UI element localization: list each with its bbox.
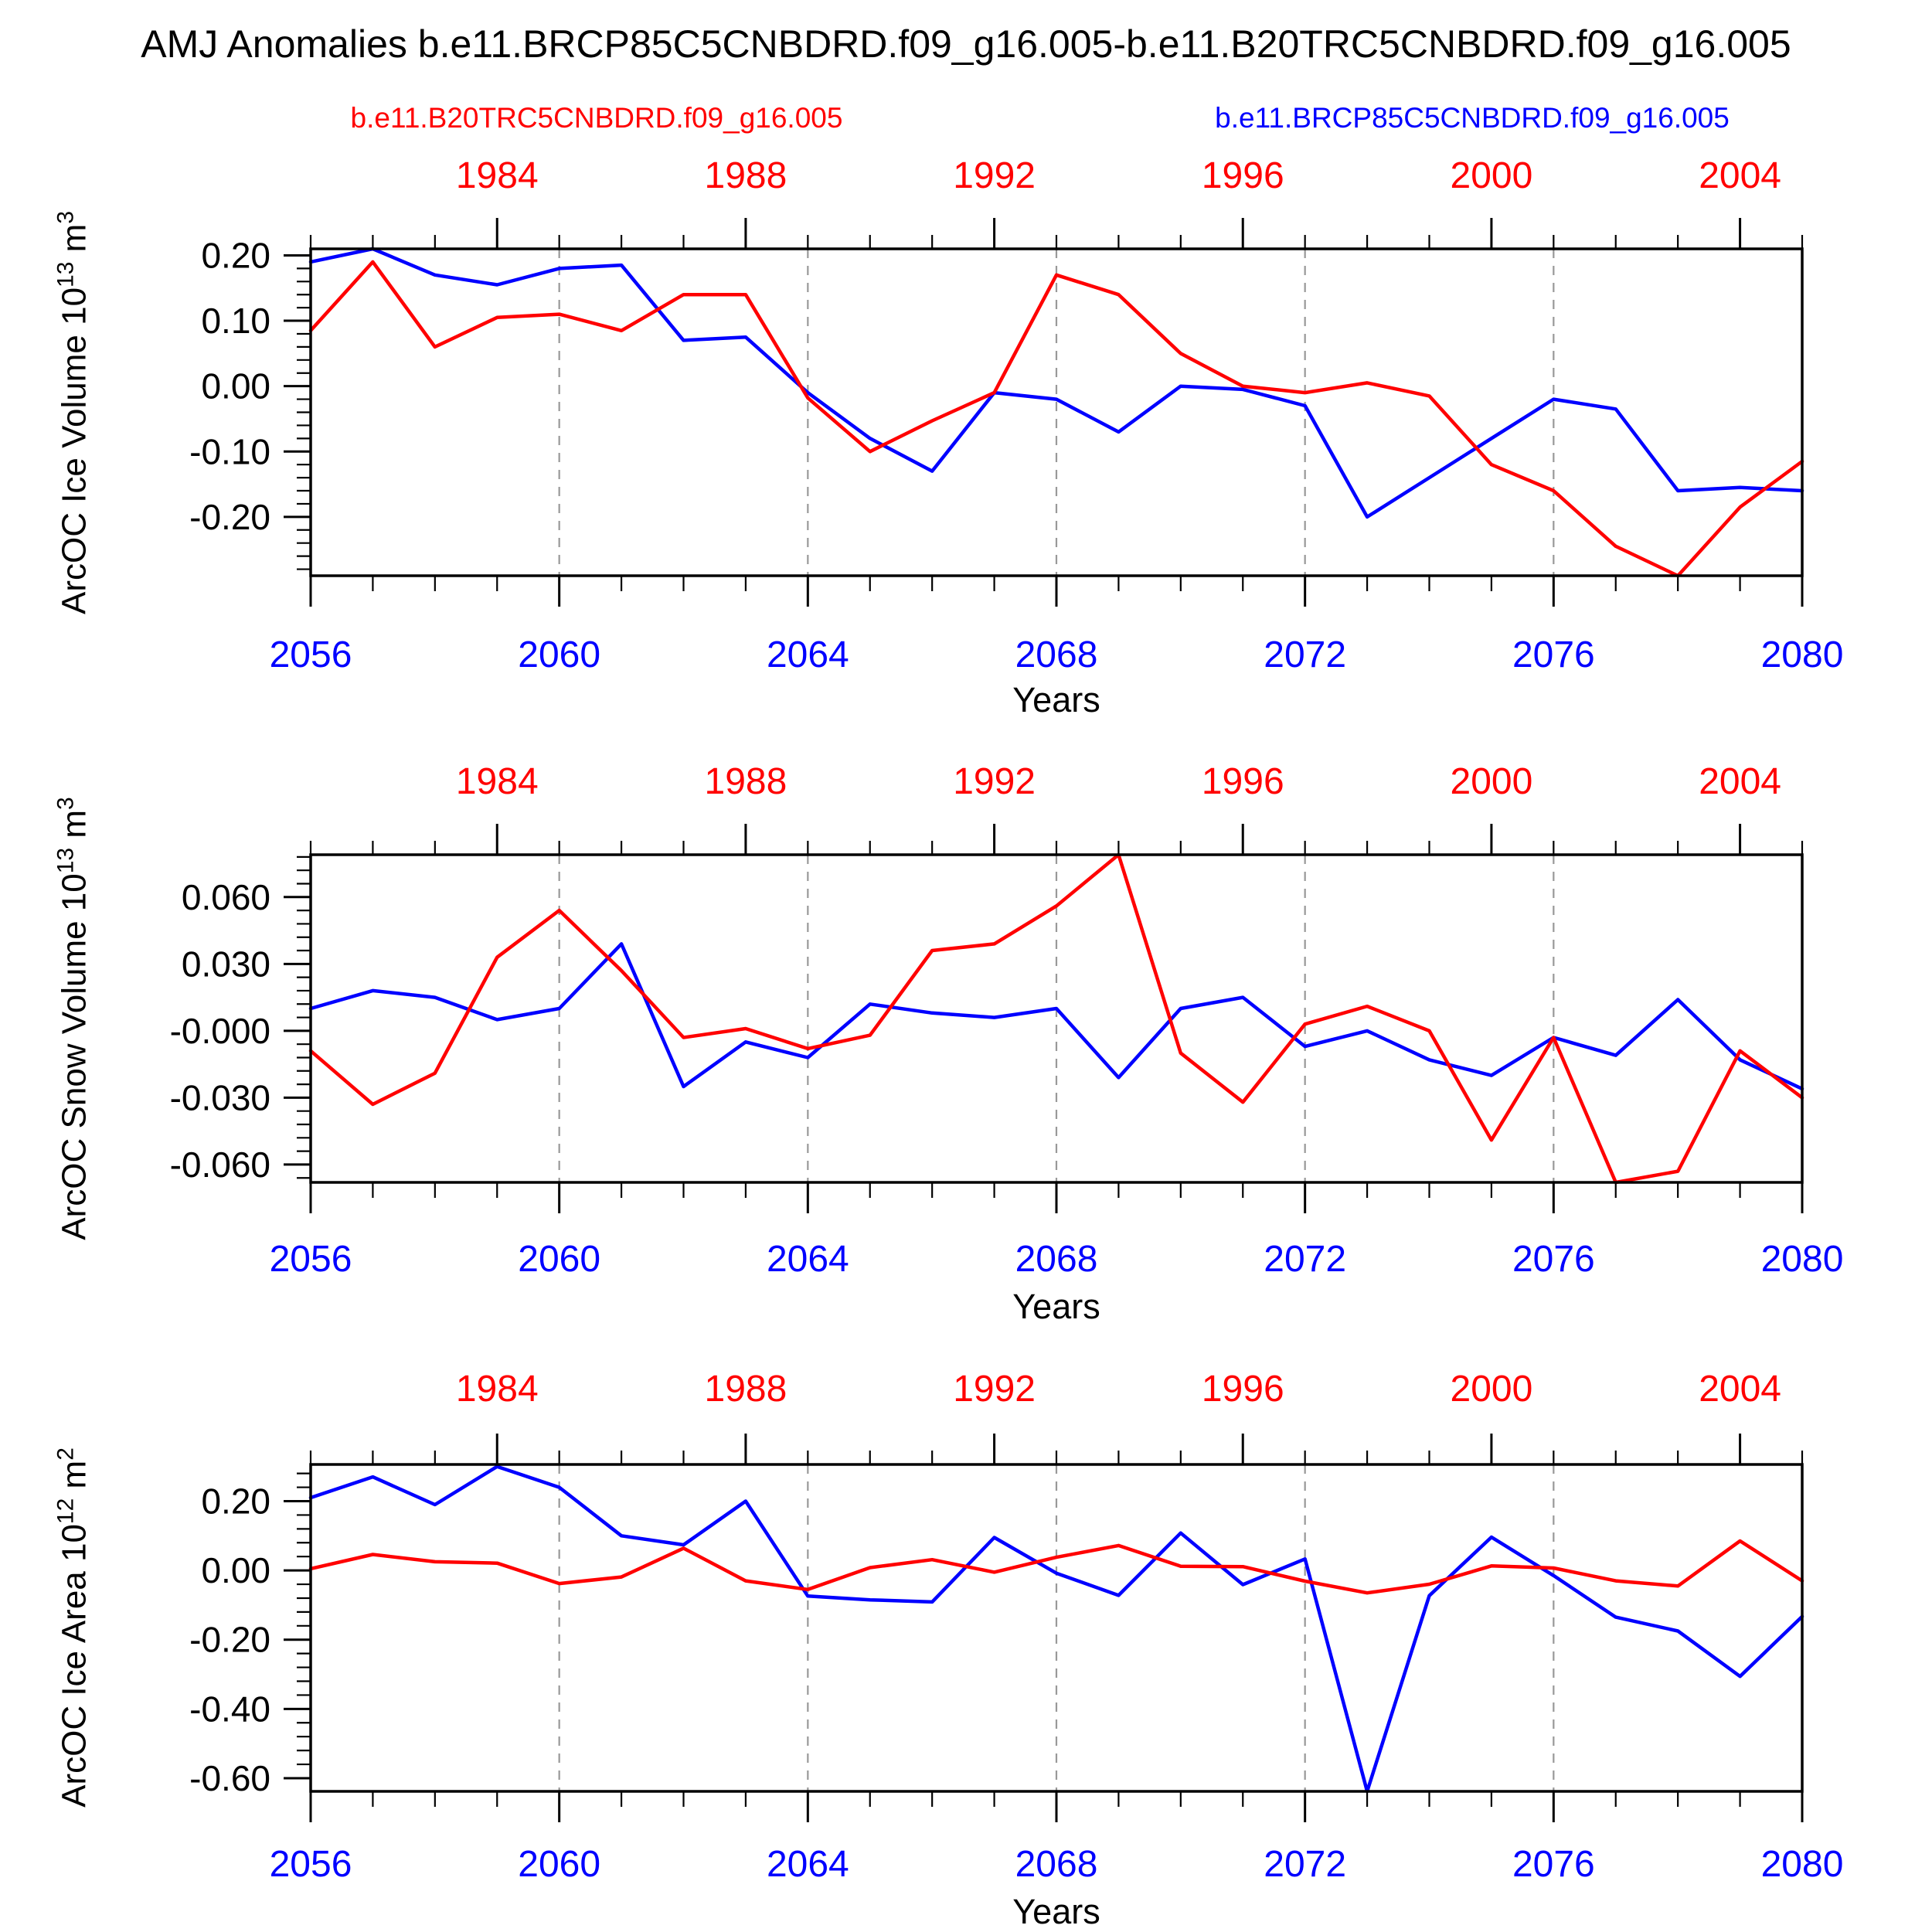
x-top-tick-label: 1984 <box>456 1369 539 1410</box>
x-bottom-tick-label: 2064 <box>767 1844 849 1885</box>
x-top-tick-label: 1984 <box>456 155 539 196</box>
x-bottom-tick-label: 2072 <box>1264 1844 1346 1885</box>
y-tick-label: -0.060 <box>170 1145 270 1185</box>
x-bottom-tick-label: 2064 <box>767 1239 849 1280</box>
x-axis-title-panel3: Years <box>1012 1892 1100 1931</box>
x-bottom-tick-label: 2076 <box>1512 1239 1595 1280</box>
x-bottom-tick-label: 2068 <box>1015 1844 1098 1885</box>
x-axis-title-panel2: Years <box>1012 1287 1100 1326</box>
red-series-line <box>308 852 1804 1185</box>
y-tick-label: -0.40 <box>189 1689 270 1729</box>
x-bottom-tick-label: 2076 <box>1512 1844 1595 1885</box>
x-axis-title-panel1: Years <box>1012 680 1100 719</box>
y-tick-label: 0.10 <box>201 301 270 341</box>
y-tick-label: -0.60 <box>189 1758 270 1798</box>
y-axis-title-ice-area: ArcOC Ice Area 1012 m2 <box>53 1447 94 1808</box>
x-top-tick-label: 1996 <box>1202 761 1284 802</box>
x-top-tick-label: 1988 <box>705 761 787 802</box>
x-top-tick-label: 2004 <box>1699 761 1781 802</box>
x-top-tick-label: 2004 <box>1699 1369 1781 1410</box>
x-top-tick-label: 1996 <box>1202 1369 1284 1410</box>
y-tick-label: 0.00 <box>201 1550 270 1590</box>
y-tick-label: -0.10 <box>189 431 270 471</box>
x-bottom-tick-label: 2072 <box>1264 1239 1346 1280</box>
x-bottom-tick-label: 2060 <box>518 1239 600 1280</box>
x-bottom-tick-label: 2068 <box>1015 1239 1098 1280</box>
x-bottom-tick-label: 2064 <box>767 634 849 675</box>
x-top-tick-label: 2000 <box>1451 761 1533 802</box>
y-tick-label: -0.000 <box>170 1011 270 1051</box>
x-top-tick-label: 1984 <box>456 761 539 802</box>
page-title: AMJ Anomalies b.e11.BRCP85C5CNBDRD.f09_g… <box>141 22 1791 66</box>
x-bottom-tick-label: 2080 <box>1761 1844 1844 1885</box>
x-top-tick-label: 2004 <box>1699 155 1781 196</box>
x-top-tick-label: 1992 <box>953 1369 1036 1410</box>
y-axis-title-snow-volume: ArcOC Snow Volume 1013 m3 <box>53 797 94 1240</box>
y-tick-label: -0.20 <box>189 497 270 537</box>
blue-series-line <box>308 247 1804 519</box>
panel-1: 0.20 0.10 0.00 -0.10 -0.20 2056 2060 2064 2068 20… <box>189 155 1843 675</box>
x-bottom-tick-label: 2072 <box>1264 634 1346 675</box>
x-top-tick-label: 1992 <box>953 761 1036 802</box>
legend-entry-b20trc: b.e11.B20TRC5CNBDRD.f09_g16.005 <box>350 102 843 134</box>
y-tick-label: 0.20 <box>201 235 270 275</box>
x-top-tick-label: 2000 <box>1451 155 1533 196</box>
y-tick-label: -0.030 <box>170 1077 270 1117</box>
x-bottom-tick-label: 2056 <box>270 1239 352 1280</box>
panel-2: 0.060 0.030 -0.000 -0.030 -0.060 2056 2060 2064… <box>170 761 1844 1280</box>
x-top-tick-label: 2000 <box>1451 1369 1533 1410</box>
x-bottom-tick-label: 2056 <box>270 1844 352 1885</box>
x-top-tick-label: 1988 <box>705 1369 787 1410</box>
x-bottom-tick-label: 2056 <box>270 634 352 675</box>
x-top-tick-label: 1992 <box>953 155 1036 196</box>
x-bottom-tick-label: 2060 <box>518 634 600 675</box>
x-bottom-tick-label: 2080 <box>1761 1239 1844 1280</box>
x-bottom-tick-label: 2076 <box>1512 634 1595 675</box>
legend-entry-brcp85: b.e11.BRCP85C5CNBDRD.f09_g16.005 <box>1215 102 1730 134</box>
panel-3: 0.20 0.00 -0.20 -0.40 -0.60 2056 2060 2064 2068 2… <box>189 1369 1843 1885</box>
y-tick-label: 0.060 <box>182 877 270 917</box>
red-series-line <box>308 260 1804 578</box>
red-series-line <box>308 1539 1804 1595</box>
blue-series-line <box>308 1464 1804 1794</box>
y-axis-title-ice-volume: ArcOC Ice Volume 1013 m3 <box>53 210 94 615</box>
y-tick-label: 0.030 <box>182 944 270 984</box>
x-bottom-tick-label: 2068 <box>1015 634 1098 675</box>
x-bottom-tick-label: 2060 <box>518 1844 600 1885</box>
x-top-tick-label: 1996 <box>1202 155 1284 196</box>
x-bottom-tick-label: 2080 <box>1761 634 1844 675</box>
y-tick-label: 0.00 <box>201 366 270 406</box>
x-top-tick-label: 1988 <box>705 155 787 196</box>
y-tick-label: 0.20 <box>201 1481 270 1521</box>
y-tick-label: -0.20 <box>189 1620 270 1660</box>
